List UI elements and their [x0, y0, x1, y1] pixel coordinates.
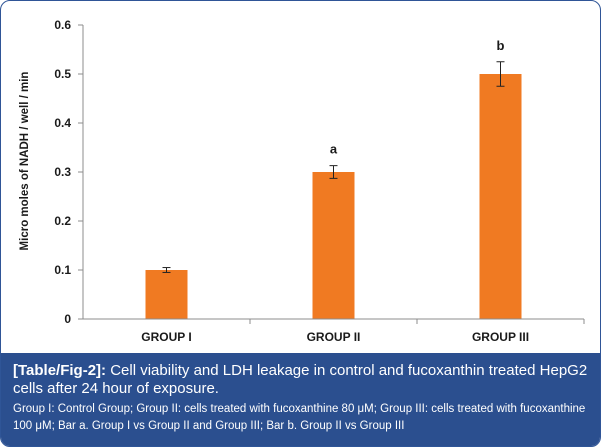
- y-axis: 0 0.1 0.2 0.3 0.4 0.5 0.6: [54, 18, 84, 326]
- bar-annotation: b: [497, 38, 505, 53]
- bar-chart: 00.10.20.30.40.50.6 ab GROUP I GROUP II GR…: [19, 18, 585, 344]
- x-tick-label: GROUP III: [472, 330, 529, 344]
- y-tick-label: 0.6: [54, 18, 71, 32]
- bar-group-iii: [479, 74, 522, 319]
- bar-annotation: a: [330, 142, 338, 157]
- caption-title-line: [Table/Fig-2]: Cell viability and LDH le…: [13, 362, 590, 398]
- x-tick-label: GROUP I: [141, 330, 191, 344]
- bar-group-ii: [312, 172, 355, 319]
- caption-note: Group I: Control Group; Group II: cells …: [13, 403, 586, 432]
- x-tick-label: GROUP II: [307, 330, 361, 344]
- y-tick-label: 0.5: [54, 67, 71, 81]
- x-axis: GROUP I GROUP II GROUP III: [83, 318, 585, 344]
- y-tick-label: 0.3: [54, 165, 71, 179]
- y-tick-label: 0.2: [54, 214, 71, 228]
- bar-group-i: [145, 270, 188, 319]
- y-tick-label: 0.1: [54, 263, 71, 277]
- figure-caption: [Table/Fig-2]: Cell viability and LDH le…: [1, 353, 600, 446]
- caption-title: Cell viability and LDH leakage in contro…: [13, 362, 588, 397]
- y-tick-label: 0.4: [54, 116, 71, 130]
- bar-series: ab: [145, 38, 522, 319]
- y-tick-label: 0: [64, 312, 71, 326]
- caption-ref: [Table/Fig-2]:: [13, 362, 107, 379]
- y-axis-label: Micro moles of NADH / well / min: [19, 72, 31, 251]
